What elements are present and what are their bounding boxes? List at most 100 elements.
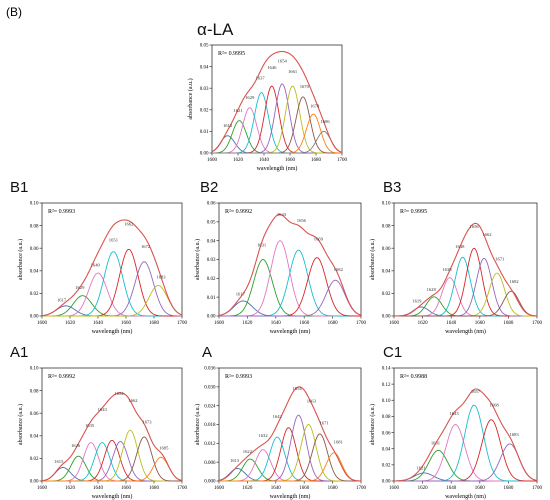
- fitted-envelope-curve: [211, 50, 343, 153]
- peak-label-1617: 1617: [236, 291, 246, 296]
- r-squared-label: R²= 0.9988: [400, 374, 427, 380]
- component-curve-1631: [394, 449, 537, 482]
- peak-label-1626: 1626: [71, 443, 81, 448]
- y-tick-label: 0.00: [30, 315, 39, 320]
- component-curve-1656: [394, 404, 537, 482]
- x-axis-label: wavelength (nm): [92, 493, 133, 500]
- x-axis-label: wavelength (nm): [445, 493, 486, 500]
- fitted-envelope-curve: [41, 392, 183, 482]
- peak-label-1643: 1643: [449, 411, 459, 416]
- component-curve-1648: [394, 256, 537, 317]
- peak-label-1646: 1646: [267, 65, 277, 70]
- x-tick-label: 1680: [311, 158, 322, 163]
- component-curve-1617: [41, 305, 182, 317]
- y-tick-label: 0.06: [382, 431, 391, 436]
- x-tick-label: 1660: [121, 321, 132, 326]
- peak-label-1656: 1656: [297, 218, 307, 223]
- y-tick-label: 0.036: [204, 367, 216, 372]
- panel-label: α-LA: [197, 20, 234, 39]
- peak-label-1635: 1635: [85, 423, 95, 428]
- component-curve-1649: [219, 427, 361, 482]
- peak-label-1669: 1669: [314, 237, 324, 242]
- y-tick-label: 0.00: [382, 315, 391, 320]
- y-axis-label: absorbance (a.u.): [369, 239, 376, 280]
- y-tick-label: 0.08: [382, 224, 391, 229]
- y-tick-label: 0.04: [382, 270, 391, 275]
- plot-frame: [393, 367, 538, 482]
- y-tick-label: 0.08: [382, 415, 391, 420]
- peak-label-1612: 1612: [223, 123, 233, 128]
- y-axis-label: absorbance (a.u.): [17, 239, 24, 280]
- x-tick-label: 1660: [475, 321, 486, 326]
- x-tick-label: 1660: [121, 486, 132, 491]
- peak-label-1648: 1648: [455, 244, 465, 249]
- component-curve-1683: [42, 285, 183, 317]
- y-tick-label: 0.08: [30, 224, 39, 229]
- r-squared-label: R²= 0.9992: [225, 209, 252, 215]
- x-tick-label: 1700: [177, 321, 188, 326]
- x-tick-label: 1600: [214, 321, 225, 326]
- component-curve-1617: [218, 300, 361, 317]
- y-tick-label: 0.10: [382, 202, 391, 207]
- y-axis-label: absorbance (a.u.): [194, 239, 201, 280]
- panel-label: B2: [200, 179, 218, 196]
- y-tick-label: 0.01: [200, 130, 209, 135]
- y-tick-label: 0.06: [382, 247, 391, 252]
- y-tick-label: 0.10: [30, 202, 39, 207]
- x-tick-label: 1640: [93, 321, 104, 326]
- y-tick-label: 0.06: [207, 202, 216, 207]
- fitted-envelope-curve: [394, 222, 538, 317]
- component-curve-1685: [42, 456, 183, 482]
- y-tick-label: 0.02: [30, 457, 39, 462]
- peak-label-1643: 1643: [98, 407, 108, 412]
- plot-frame: [218, 202, 362, 317]
- x-axis-label: wavelength (nm): [270, 328, 311, 335]
- peak-label-1671: 1671: [495, 257, 505, 262]
- y-tick-label: 0.04: [382, 447, 391, 452]
- y-tick-label: 0.02: [382, 292, 391, 297]
- y-tick-label: 0.00: [30, 480, 39, 485]
- panel-B3: B3 1600 1620 1640 1660 1680 1700 0.00 0.02 0.04 0.…: [369, 179, 543, 335]
- component-curve-1615: [41, 466, 182, 482]
- x-tick-label: 1700: [356, 486, 367, 491]
- x-tick-label: 1640: [446, 321, 457, 326]
- peak-label-1654: 1654: [114, 391, 124, 396]
- y-tick-label: 0.06: [30, 247, 39, 252]
- x-tick-label: 1620: [65, 321, 76, 326]
- y-tick-label: 0.02: [30, 292, 39, 297]
- peak-label-1621: 1621: [233, 108, 243, 113]
- x-axis-label: wavelength (nm): [92, 328, 133, 335]
- peak-label-1654: 1654: [293, 386, 303, 391]
- y-tick-label: 0.03: [207, 258, 216, 263]
- peak-label-1643: 1643: [277, 212, 287, 217]
- x-tick-label: 1680: [149, 486, 160, 491]
- y-tick-label: 0.02: [200, 109, 209, 114]
- peak-label-1683: 1683: [510, 432, 520, 437]
- component-curve-1681: [219, 452, 362, 482]
- y-tick-label: 0.018: [204, 423, 216, 428]
- peak-label-1662: 1662: [128, 398, 138, 403]
- r-squared-label: R²= 0.9995: [400, 209, 427, 215]
- component-curve-1612: [211, 135, 342, 154]
- x-tick-label: 1640: [271, 321, 282, 326]
- y-tick-label: 0.05: [200, 44, 209, 49]
- peak-label-1681: 1681: [334, 439, 344, 444]
- peak-label-1629: 1629: [245, 95, 255, 100]
- peak-label-1631: 1631: [257, 242, 267, 247]
- x-tick-label: 1680: [503, 486, 514, 491]
- component-curve-1663: [42, 429, 182, 482]
- peak-label-1672: 1672: [141, 244, 151, 249]
- component-curve-1631: [219, 449, 361, 482]
- y-tick-label: 0.01: [207, 296, 216, 301]
- component-curve-1663: [219, 424, 361, 482]
- panel-label: B3: [383, 179, 401, 196]
- y-axis-label: absorbance (a.u.): [194, 404, 201, 445]
- panel-A1: A1 1600 1620 1640 1660 1680 1700 0.00 0.02 0.04 0.…: [10, 344, 188, 500]
- peak-label-1663: 1663: [307, 399, 317, 404]
- peak-label-1662: 1662: [482, 232, 492, 237]
- peak-label-1622: 1622: [243, 449, 253, 454]
- peak-label-1683: 1683: [156, 275, 166, 280]
- panel-B2: B2 1600 1620 1640 1660 1680 1700 0.00 0.01 0.02 0.…: [194, 179, 367, 335]
- component-curve-1682: [219, 279, 362, 317]
